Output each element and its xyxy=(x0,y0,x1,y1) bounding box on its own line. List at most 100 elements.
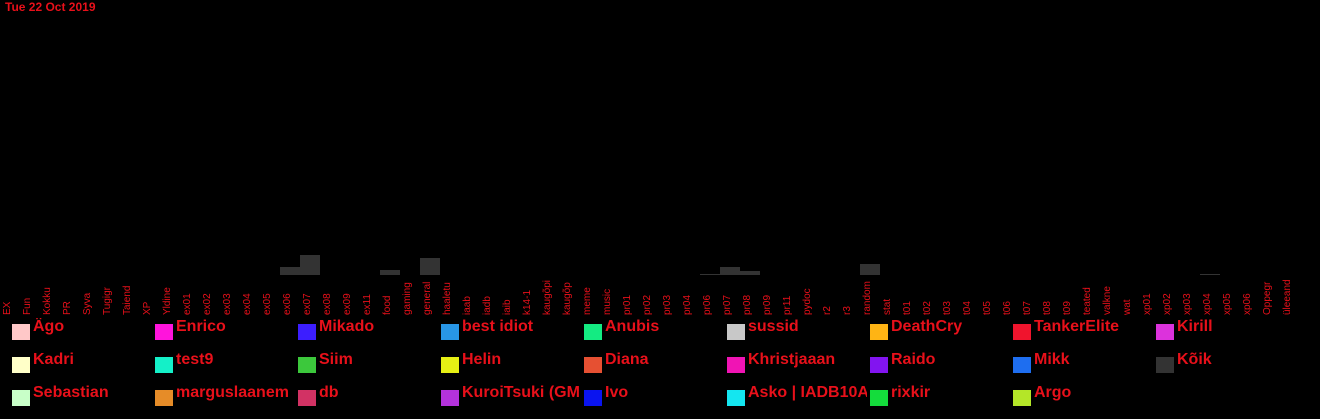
category-label: pr07 xyxy=(722,295,733,315)
legend-swatch xyxy=(298,357,316,373)
category-label: pr02 xyxy=(642,295,653,315)
legend-label: Khristjaaan xyxy=(748,351,836,368)
category-label: food xyxy=(382,296,393,315)
category-label: t06 xyxy=(1002,301,1013,315)
category-label: t05 xyxy=(982,301,993,315)
legend-item: DeathCry xyxy=(870,318,1010,340)
legend-swatch xyxy=(298,324,316,340)
legend-label: Ivo xyxy=(605,384,629,401)
category-label: xp03 xyxy=(1182,293,1193,315)
legend-label: Raido xyxy=(891,351,936,368)
bar xyxy=(700,274,720,275)
category-label: iaab xyxy=(462,296,473,315)
legend-item: Khristjaaan xyxy=(727,351,867,373)
legend-item: Raido xyxy=(870,351,1010,373)
category-label: general xyxy=(422,282,433,315)
legend-item: Sebastian xyxy=(12,384,152,406)
legend-item: best idiot xyxy=(441,318,581,340)
legend-swatch xyxy=(441,390,459,406)
legend-label: test9 xyxy=(176,351,214,368)
legend-swatch xyxy=(584,324,602,340)
legend-label: best idiot xyxy=(462,318,534,335)
legend-swatch xyxy=(1013,390,1031,406)
category-label: ex09 xyxy=(342,293,353,315)
legend-label: Mikk xyxy=(1034,351,1070,368)
category-label: Fun xyxy=(22,298,33,315)
legend-label: Enrico xyxy=(176,318,226,335)
category-label: üleeand xyxy=(1282,279,1293,315)
category-label: valkne xyxy=(1102,286,1113,315)
category-label: ex11 xyxy=(362,294,373,315)
category-label: kaugõp xyxy=(562,282,573,315)
category-label: Yldine xyxy=(162,287,173,315)
category-label: Syva xyxy=(82,292,93,315)
legend-item: Mikk xyxy=(1013,351,1153,373)
legend-label: Ägo xyxy=(33,318,65,335)
category-label: Kokku xyxy=(42,287,53,315)
legend-label: Asko | IADB10A xyxy=(748,384,867,401)
category-label: ex05 xyxy=(262,293,273,315)
category-label: pr08 xyxy=(742,295,753,315)
category-label: iadb xyxy=(482,296,493,315)
legend-swatch xyxy=(584,357,602,373)
legend-label: sussid xyxy=(748,318,799,335)
legend-item: test9 xyxy=(155,351,295,373)
legend-item: Anubis xyxy=(584,318,724,340)
category-label: t08 xyxy=(1042,301,1053,315)
category-label: xp06 xyxy=(1242,293,1253,315)
legend-item: marguslaanem xyxy=(155,384,295,406)
category-label: t01 xyxy=(902,301,913,315)
bar xyxy=(860,264,880,275)
legend-label: Kirill xyxy=(1177,318,1213,335)
category-label: ex04 xyxy=(242,293,253,315)
category-label: meme xyxy=(582,287,593,315)
legend-swatch xyxy=(1156,324,1174,340)
category-label: kaugõpi xyxy=(542,280,553,315)
legend-label: Kõik xyxy=(1177,351,1212,368)
category-label: Taiend xyxy=(122,286,133,315)
category-label: ex01 xyxy=(182,293,193,315)
bar xyxy=(380,270,400,275)
legend-item: Asko | IADB10A xyxy=(727,384,867,406)
category-label: pr01 xyxy=(622,295,633,315)
legend-swatch xyxy=(1013,324,1031,340)
category-label: pr04 xyxy=(682,295,693,315)
legend-label: Anubis xyxy=(605,318,660,335)
legend-swatch xyxy=(870,324,888,340)
legend-item: Kirill xyxy=(1156,318,1296,340)
category-label: ex02 xyxy=(202,293,213,315)
category-label: xp04 xyxy=(1202,293,1213,315)
category-label: t04 xyxy=(962,301,973,315)
legend-swatch xyxy=(1156,357,1174,373)
bar-group xyxy=(280,255,1220,275)
legend-label: DeathCry xyxy=(891,318,963,335)
bar xyxy=(740,271,760,275)
legend-label: Helin xyxy=(462,351,502,368)
category-label: Tugigr xyxy=(102,286,113,315)
legend-swatch xyxy=(155,390,173,406)
legend-label: Siim xyxy=(319,351,353,368)
legend-swatch xyxy=(870,390,888,406)
category-label: pr11 xyxy=(782,295,793,315)
category-label: Oppegr xyxy=(1262,281,1273,315)
legend-swatch xyxy=(584,390,602,406)
legend-item: Mikado xyxy=(298,318,438,340)
category-label: wat xyxy=(1122,299,1133,316)
category-label: ex06 xyxy=(282,293,293,315)
legend-item: db xyxy=(298,384,438,406)
legend-item: Siim xyxy=(298,351,438,373)
category-label: k14-1 xyxy=(522,290,533,315)
bar-chart: EX Fun Kokku PR Syva Tugigr Taiend XP Yldine ex01… xyxy=(2,255,1293,316)
legend-swatch xyxy=(727,357,745,373)
category-labels: EX Fun Kokku PR Syva Tugigr Taiend XP Yldine ex01… xyxy=(2,279,1293,316)
legend-label: KuroiTsuki (GM xyxy=(462,384,580,401)
legend-swatch xyxy=(12,390,30,406)
category-label: stat xyxy=(882,299,893,315)
legend-swatch xyxy=(441,324,459,340)
legend-label: Diana xyxy=(605,351,649,368)
category-label: PR xyxy=(62,301,73,315)
category-label: EX xyxy=(2,301,13,315)
category-label: r2 xyxy=(822,306,833,315)
category-label: t02 xyxy=(922,301,933,315)
bar xyxy=(1200,274,1220,275)
